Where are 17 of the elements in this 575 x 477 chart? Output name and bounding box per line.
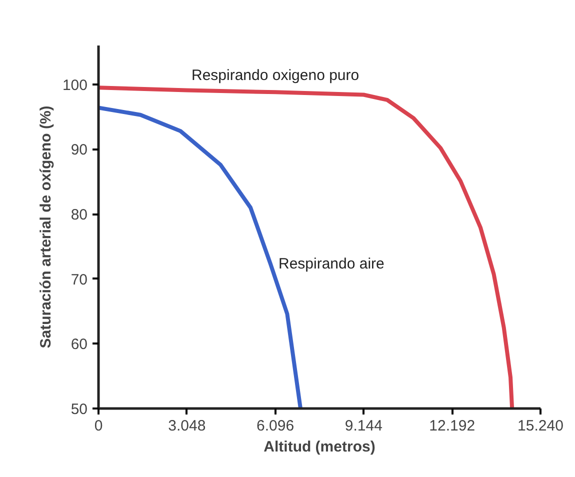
- x-tick-label: 3.048: [168, 418, 206, 434]
- series-label: Respirando oxigeno puro: [191, 67, 360, 84]
- y-tick-label: 90: [70, 142, 88, 159]
- x-axis-title: Altitud (metros): [264, 438, 376, 456]
- y-axis-title: Saturación arterial de oxígeno (%): [37, 106, 54, 348]
- x-tick-label: 6.096: [256, 418, 294, 434]
- y-tick-label: 50: [70, 401, 88, 418]
- y-tick-label: 70: [70, 271, 88, 288]
- line-series: [98, 86, 514, 408]
- x-tick-label: 15.240: [518, 418, 564, 434]
- x-tick-label: 12.192: [429, 418, 476, 434]
- series-label: Respirando aire: [278, 255, 384, 272]
- y-tick-label: 100: [62, 76, 88, 94]
- y-tick-label: 80: [70, 206, 88, 224]
- x-tick-label: 0: [94, 418, 103, 434]
- x-tick-label: 9.144: [344, 418, 382, 434]
- y-tick-label: 60: [70, 336, 88, 354]
